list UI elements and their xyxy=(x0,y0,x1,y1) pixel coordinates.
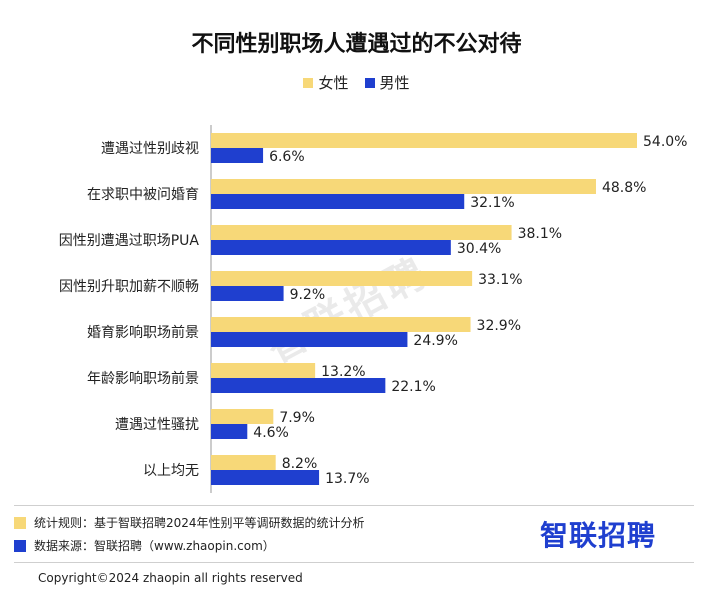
category-label: 因性别升职加薪不顺畅 xyxy=(59,279,199,295)
data-label-female: 13.2% xyxy=(321,364,365,380)
brand-logo: 智联招聘 xyxy=(540,519,657,552)
data-label-male: 30.4% xyxy=(457,241,501,257)
legend-label-female: 女性 xyxy=(318,74,349,92)
bar-male xyxy=(211,194,465,209)
bar-male xyxy=(211,240,451,255)
category-label: 遭遇过性骚扰 xyxy=(115,417,199,433)
data-label-male: 6.6% xyxy=(269,149,305,165)
data-label-male: 4.6% xyxy=(253,425,289,441)
category-label: 遭遇过性别歧视 xyxy=(101,141,199,157)
note-rule-swatch xyxy=(14,516,26,529)
footer-divider xyxy=(14,505,694,506)
bar-male xyxy=(211,148,264,163)
note-rule-text: 统计规则：基于智联招聘2024年性别平等调研数据的统计分析 xyxy=(34,516,365,530)
data-label-male: 22.1% xyxy=(391,379,435,395)
data-label-female: 8.2% xyxy=(282,456,318,472)
bar-male xyxy=(211,286,284,301)
data-label-female: 32.9% xyxy=(477,318,521,334)
bar-female xyxy=(211,133,637,148)
bar-female xyxy=(211,363,316,378)
note-rule: 统计规则：基于智联招聘2024年性别平等调研数据的统计分析 xyxy=(14,514,365,531)
note-source: 数据来源：智联招聘（www.zhaopin.com） xyxy=(14,537,275,554)
data-label-male: 32.1% xyxy=(470,195,514,211)
legend-item-male: 男性 xyxy=(364,72,410,93)
data-label-male: 13.7% xyxy=(325,471,369,487)
bar-male xyxy=(211,332,408,347)
footer-divider-bottom xyxy=(14,562,694,563)
data-label-female: 7.9% xyxy=(279,410,315,426)
data-label-female: 48.8% xyxy=(602,180,646,196)
bar-female xyxy=(211,317,471,332)
bar-female xyxy=(211,455,276,470)
bar-female xyxy=(211,225,512,240)
category-label: 在求职中被问婚育 xyxy=(87,187,199,203)
legend-label-male: 男性 xyxy=(379,74,410,92)
note-source-swatch xyxy=(14,539,26,552)
legend-item-female: 女性 xyxy=(303,72,349,93)
copyright-text: Copyright©2024 zhaopin all rights reserv… xyxy=(38,571,303,585)
legend-swatch-female xyxy=(303,77,314,88)
chart-legend: 女性 男性 xyxy=(0,72,713,93)
data-label-male: 24.9% xyxy=(413,333,457,349)
chart-title: 不同性别职场人遭遇过的不公对待 xyxy=(191,32,522,57)
data-label-female: 54.0% xyxy=(643,134,687,150)
category-label: 因性别遭遇过职场PUA xyxy=(59,233,200,249)
category-label: 年龄影响职场前景 xyxy=(87,370,199,387)
bar-male xyxy=(211,424,248,439)
bar-female xyxy=(211,271,473,286)
data-label-female: 33.1% xyxy=(478,272,522,288)
bar-male xyxy=(211,470,320,485)
bar-male xyxy=(211,378,386,393)
category-label: 以上均无 xyxy=(143,463,199,479)
legend-swatch-male xyxy=(364,77,375,88)
note-source-text: 数据来源：智联招聘（www.zhaopin.com） xyxy=(34,539,275,553)
bar-female xyxy=(211,179,596,194)
data-label-male: 9.2% xyxy=(290,287,326,303)
bar-female xyxy=(211,409,274,424)
data-label-female: 38.1% xyxy=(518,226,562,242)
category-label: 婚育影响职场前景 xyxy=(87,324,199,341)
